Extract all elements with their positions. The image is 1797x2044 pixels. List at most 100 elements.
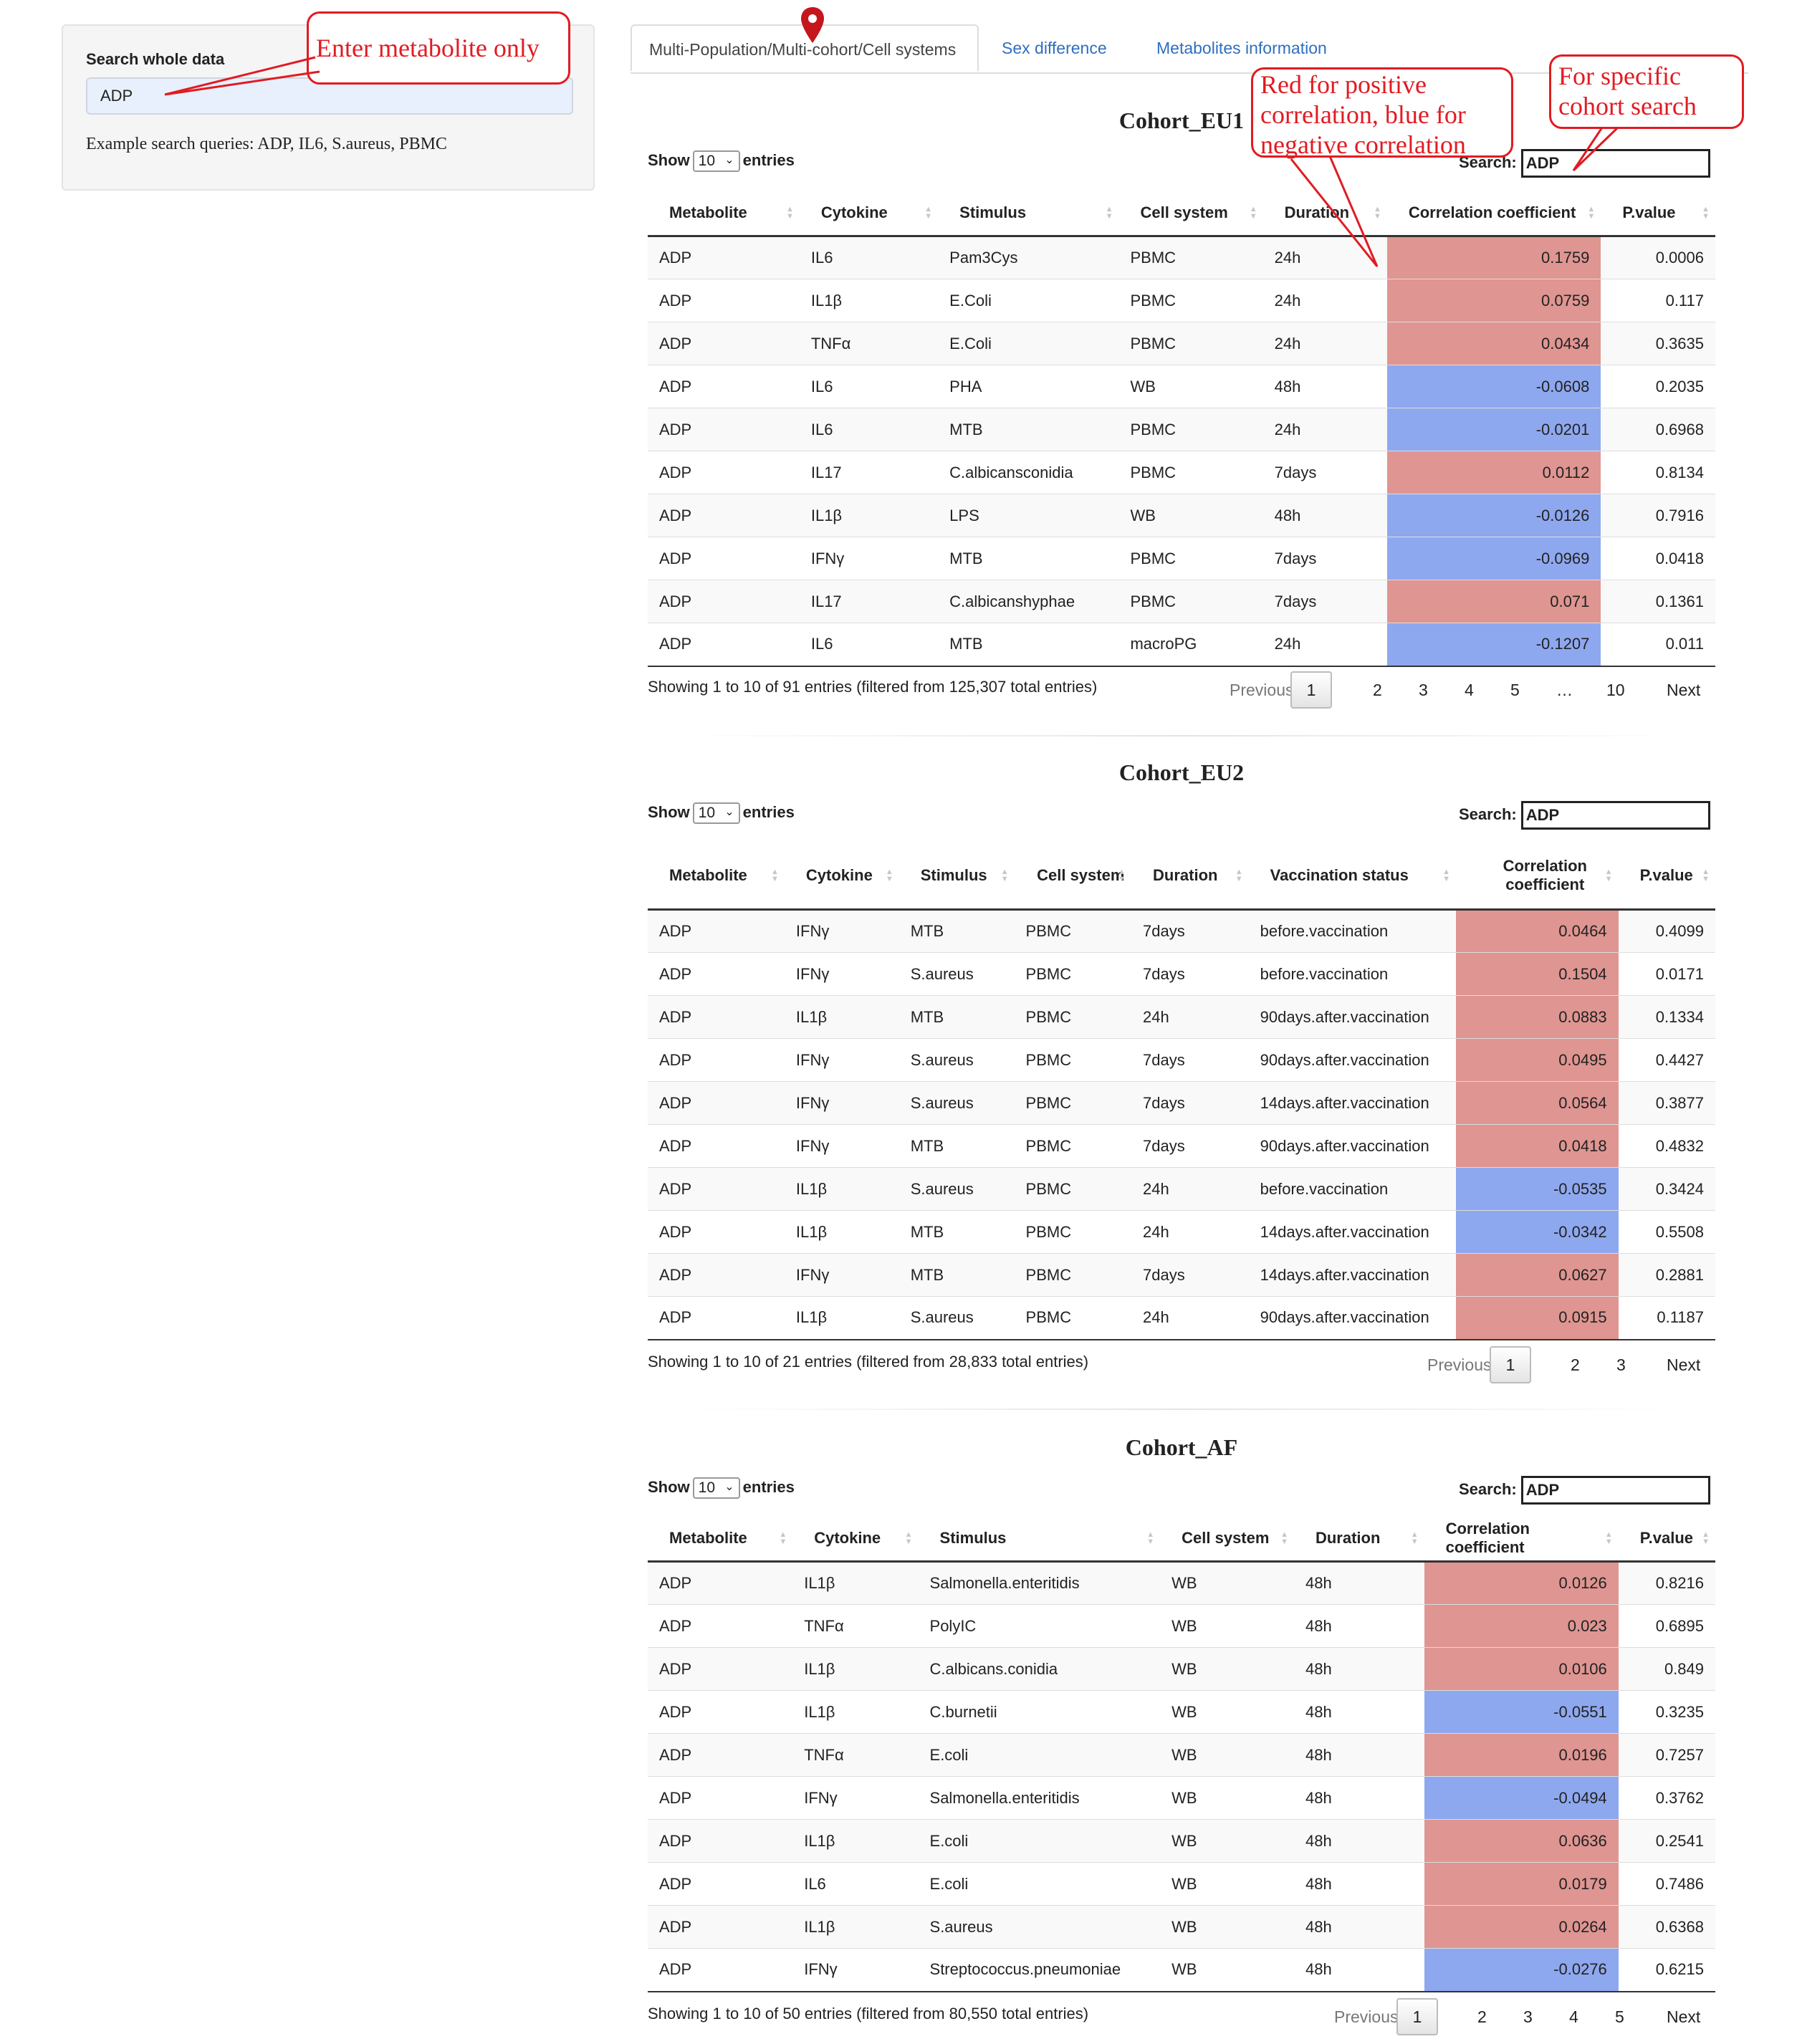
column-header[interactable]: P.value ▲ ▼ <box>1618 1516 1715 1563</box>
column-header[interactable]: Correlation coefficient ▲ ▼ <box>1456 843 1619 911</box>
table-cell: 0.7257 <box>1618 1733 1715 1777</box>
column-header[interactable]: Duration ▲ ▼ <box>1293 1516 1424 1563</box>
column-header[interactable]: Cytokine ▲ ▼ <box>784 843 899 911</box>
column-header-label: Correlation coefficient <box>1408 203 1576 221</box>
table-row[interactable]: ADP IL1β MTB PBMC 24h 14days.after.vaccinatio… <box>648 1210 1715 1254</box>
table-row[interactable]: ADP IFNγ MTB PBMC 7days -0.0969 0.0418 <box>648 537 1715 580</box>
next-page-button[interactable]: Next <box>1667 2007 1701 2026</box>
table-row[interactable]: ADP TNFα E.Coli PBMC 24h 0.0434 0.3635 <box>648 322 1715 365</box>
column-header[interactable]: Correlation coefficient ▲ ▼ <box>1424 1516 1619 1563</box>
sort-arrows-icon: ▲ ▼ <box>1373 205 1381 221</box>
tab-sex-difference[interactable]: Sex difference <box>1002 39 1107 57</box>
entries-select[interactable]: 10 ⌄ <box>692 150 740 172</box>
column-header[interactable]: Duration ▲ ▼ <box>1262 191 1387 237</box>
table-row[interactable]: ADP IL17 C.albicanshyphae PBMC 7days 0.071 0.1… <box>648 580 1715 623</box>
table-cell: WB <box>1118 494 1263 537</box>
column-header[interactable]: P.value ▲ ▼ <box>1618 843 1715 911</box>
table-cell: 48h <box>1262 365 1387 408</box>
search-label: Search: <box>1459 805 1517 823</box>
table-row[interactable]: ADP IL1β LPS WB 48h -0.0126 0.7916 <box>648 494 1715 537</box>
table-row[interactable]: ADP IL6 MTB PBMC 24h -0.0201 0.6968 <box>648 408 1715 451</box>
table-row[interactable]: ADP IL1β S.aureus PBMC 24h before.vaccination… <box>648 1167 1715 1211</box>
table-row[interactable]: ADP TNFα E.coli WB 48h 0.0196 0.7257 <box>648 1733 1715 1777</box>
cohort-search-input[interactable]: ADP <box>1520 149 1710 178</box>
table-row[interactable]: ADP IFNγ Salmonella.enteritidis WB 48h -0.049… <box>648 1776 1715 1820</box>
page-button[interactable]: 4 <box>1569 2007 1578 2026</box>
table-row[interactable]: ADP IL6 PHA WB 48h -0.0608 0.2035 <box>648 365 1715 408</box>
table-row[interactable]: ADP IFNγ MTB PBMC 7days 90days.after.vaccinat… <box>648 1124 1715 1168</box>
table-row[interactable]: ADP IL1β E.Coli PBMC 24h 0.0759 0.117 <box>648 279 1715 322</box>
page-button[interactable]: 3 <box>1616 1356 1626 1374</box>
table-row[interactable]: ADP IFNγ S.aureus PBMC 7days before.vaccinati… <box>648 952 1715 996</box>
sort-arrows-icon: ▲ ▼ <box>1587 205 1596 221</box>
table-row[interactable]: ADP IFNγ Streptococcus.pneumoniae WB 48h -0.0… <box>648 1948 1715 1992</box>
table-cell: 7days <box>1262 451 1387 494</box>
table-row[interactable]: ADP IL6 MTB macroPG 24h -0.1207 0.011 <box>648 623 1715 667</box>
table-row[interactable]: ADP IL1β MTB PBMC 24h 90days.after.vaccinatio… <box>648 995 1715 1039</box>
column-header[interactable]: Vaccination status ▲ ▼ <box>1248 843 1457 911</box>
table-cell: WB <box>1160 1561 1294 1605</box>
next-page-button[interactable]: Next <box>1667 681 1701 699</box>
table-cell: S.aureus <box>899 952 1015 996</box>
table-cell: IL6 <box>799 365 939 408</box>
column-header[interactable]: Cell system ▲ ▼ <box>1014 843 1132 911</box>
page-button[interactable]: 5 <box>1510 681 1520 699</box>
column-header[interactable]: Correlation coefficient ▲ ▼ <box>1386 191 1601 237</box>
table-row[interactable]: ADP IFNγ S.aureus PBMC 7days 14days.after.vac… <box>648 1081 1715 1125</box>
table-row[interactable]: ADP IL17 C.albicansconidia PBMC 7days 0.0112 0… <box>648 451 1715 494</box>
column-header[interactable]: Metabolite ▲ ▼ <box>648 843 785 911</box>
next-page-button[interactable]: Next <box>1667 1356 1701 1374</box>
column-header[interactable]: Cell system ▲ ▼ <box>1160 1516 1294 1563</box>
table-row[interactable]: ADP TNFα PolyIC WB 48h 0.023 0.6895 <box>648 1604 1715 1648</box>
cohort-search-input[interactable]: ADP <box>1520 1476 1710 1505</box>
table-row[interactable]: ADP IL1β Salmonella.enteritidis WB 48h 0.0126… <box>648 1561 1715 1605</box>
tab-multi-population[interactable]: Multi-Population/Multi-cohort/Cell syste… <box>631 24 979 72</box>
entries-select-value: 10 <box>698 805 716 821</box>
table-row[interactable]: ADP IL1β C.burnetii WB 48h -0.0551 0.3235 <box>648 1690 1715 1734</box>
column-header[interactable]: Metabolite ▲ ▼ <box>648 191 800 237</box>
table-row[interactable]: ADP IL1β S.aureus PBMC 24h 90days.after.vacci… <box>648 1296 1715 1340</box>
column-header-label: Vaccination status <box>1270 866 1409 884</box>
page-button[interactable]: 1 <box>1490 1346 1531 1383</box>
column-header[interactable]: Stimulus ▲ ▼ <box>938 191 1119 237</box>
table-row[interactable]: ADP IFNγ MTB PBMC 7days 14days.after.vaccinat… <box>648 1253 1715 1297</box>
table-cell: Salmonella.enteritidis <box>918 1776 1161 1820</box>
page-button[interactable]: 2 <box>1477 2007 1487 2026</box>
page-button[interactable]: 4 <box>1465 681 1474 699</box>
table-cell: E.coli <box>918 1819 1161 1863</box>
page-button[interactable]: 3 <box>1523 2007 1533 2026</box>
page-button[interactable]: 1 <box>1290 671 1332 709</box>
table-row[interactable]: ADP IL1β C.albicans.conidia WB 48h 0.0106 0.84… <box>648 1647 1715 1691</box>
page-button[interactable]: 2 <box>1571 1356 1580 1374</box>
page-button[interactable]: 10 <box>1606 681 1625 699</box>
previous-page-button[interactable]: Previous <box>1230 681 1294 699</box>
tab-metabolites-information[interactable]: Metabolites information <box>1156 39 1327 57</box>
page-button[interactable]: 1 <box>1396 1998 1438 2035</box>
table-row[interactable]: ADP IFNγ MTB PBMC 7days before.vaccination 0.0… <box>648 909 1715 953</box>
column-header[interactable]: Duration ▲ ▼ <box>1131 843 1249 911</box>
column-header[interactable]: Metabolite ▲ ▼ <box>648 1516 793 1563</box>
table-cell: 0.6895 <box>1618 1604 1715 1648</box>
page-button[interactable]: 3 <box>1419 681 1428 699</box>
table-row[interactable]: ADP IL6 E.coli WB 48h 0.0179 0.7486 <box>648 1862 1715 1906</box>
table-cell: 14days.after.vaccination <box>1248 1253 1457 1297</box>
column-header[interactable]: Cytokine ▲ ▼ <box>799 191 939 237</box>
table-row[interactable]: ADP IL1β S.aureus WB 48h 0.0264 0.6368 <box>648 1905 1715 1949</box>
previous-page-button[interactable]: Previous <box>1334 2007 1399 2026</box>
table-row[interactable]: ADP IFNγ S.aureus PBMC 7days 90days.after.vac… <box>648 1038 1715 1082</box>
table-cell: PBMC <box>1014 1081 1132 1125</box>
cohort-search-input[interactable]: ADP <box>1520 801 1710 830</box>
column-header[interactable]: Stimulus ▲ ▼ <box>918 1516 1161 1563</box>
entries-select[interactable]: 10 ⌄ <box>692 802 740 824</box>
column-header[interactable]: Stimulus ▲ ▼ <box>899 843 1015 911</box>
column-header[interactable]: Cytokine ▲ ▼ <box>792 1516 919 1563</box>
table-row[interactable]: ADP IL6 Pam3Cys PBMC 24h 0.1759 0.0006 <box>648 236 1715 279</box>
column-header[interactable]: Cell system ▲ ▼ <box>1118 191 1263 237</box>
entries-select[interactable]: 10 ⌄ <box>692 1477 740 1499</box>
correlation-cell: 0.023 <box>1424 1604 1619 1648</box>
page-button[interactable]: 5 <box>1615 2007 1624 2026</box>
table-row[interactable]: ADP IL1β E.coli WB 48h 0.0636 0.2541 <box>648 1819 1715 1863</box>
previous-page-button[interactable]: Previous <box>1427 1356 1492 1374</box>
column-header[interactable]: P.value ▲ ▼ <box>1601 191 1715 237</box>
page-button[interactable]: 2 <box>1373 681 1382 699</box>
